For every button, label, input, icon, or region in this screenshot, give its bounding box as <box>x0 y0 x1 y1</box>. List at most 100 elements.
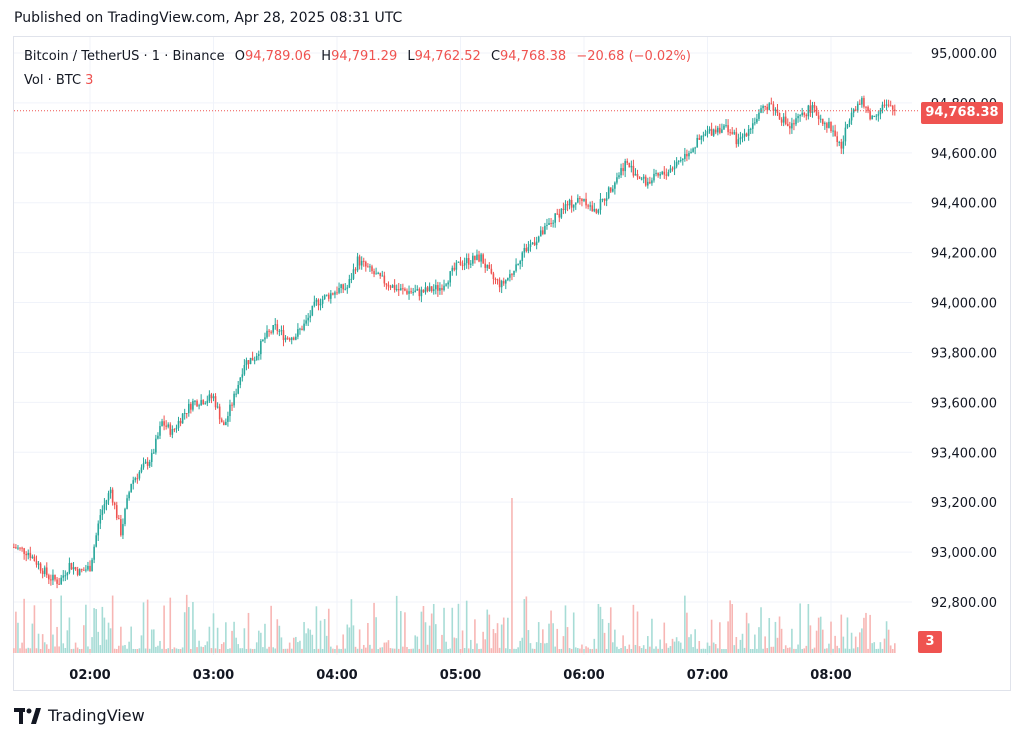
candle-body <box>239 377 242 385</box>
candle-body <box>869 111 871 120</box>
volume-bar <box>690 634 692 653</box>
volume-bar <box>99 645 102 653</box>
volume-bar <box>786 647 789 653</box>
volume-bar <box>581 644 583 653</box>
candle-body <box>299 328 301 330</box>
candle-body <box>745 133 748 136</box>
volume-bar <box>731 604 733 653</box>
volume-bar <box>375 617 377 653</box>
volume-bar <box>124 645 126 653</box>
volume-bar <box>574 647 577 653</box>
volume-bar <box>504 648 507 653</box>
volume-bar <box>554 646 556 653</box>
volume-bar <box>430 613 433 653</box>
candle-body <box>780 119 783 123</box>
candle-body <box>428 286 431 291</box>
candle-body <box>37 563 40 565</box>
volume-bar <box>290 648 293 653</box>
volume-bar <box>741 633 744 653</box>
candle-body <box>679 160 682 162</box>
volume-bar <box>317 648 320 653</box>
candle-body <box>492 273 495 279</box>
volume-bar <box>87 646 89 653</box>
volume-bar <box>282 648 285 653</box>
candle-body <box>583 198 585 201</box>
candle-body <box>612 188 614 192</box>
candle-body <box>358 256 361 266</box>
volume-bar <box>305 633 307 653</box>
candle-body <box>671 168 674 170</box>
volume-bar <box>667 647 670 653</box>
candle-body <box>91 559 93 572</box>
volume-bar <box>255 642 258 653</box>
volume-bar <box>659 639 661 653</box>
volume-bar <box>583 648 585 653</box>
candle-body <box>562 208 565 211</box>
candle-body <box>749 128 752 130</box>
tradingview-brand[interactable]: TradingView <box>14 706 145 725</box>
candle-body <box>214 396 217 408</box>
candle-body <box>848 120 851 125</box>
volume-bar <box>412 648 414 653</box>
volume-bar <box>879 642 882 653</box>
candle-body <box>554 213 556 223</box>
volume-bar <box>852 648 855 653</box>
candle-body <box>344 288 347 290</box>
volume-label[interactable]: Vol · BTC <box>24 73 82 88</box>
candle-body <box>690 151 692 154</box>
candle-body <box>642 176 645 179</box>
volume-bar <box>150 629 153 653</box>
volume-bar <box>220 643 223 653</box>
volume-bar <box>529 643 532 653</box>
candle-body <box>507 277 509 281</box>
candle-body <box>105 500 108 505</box>
candle-body <box>80 569 83 571</box>
candle-body <box>739 137 742 140</box>
volume-bar <box>883 638 886 653</box>
volume-bar <box>338 648 340 653</box>
volume-bar <box>739 639 742 653</box>
volume-bar <box>163 605 165 653</box>
volume-bar <box>776 637 779 653</box>
candle-body <box>404 288 406 291</box>
candle-body <box>175 427 178 430</box>
candle-body <box>183 413 186 415</box>
last-price-tag: 94,768.38 <box>921 102 1003 124</box>
volume-bar <box>725 648 727 653</box>
candle-body <box>803 112 806 115</box>
tradingview-logo-icon <box>14 707 41 724</box>
candle-body <box>854 109 857 111</box>
volume-bar <box>558 648 561 653</box>
candle-body <box>686 153 688 157</box>
candle-body <box>607 187 610 199</box>
candle-body <box>881 104 884 110</box>
candle-body <box>130 483 132 493</box>
candle-body <box>552 222 554 224</box>
volume-bar <box>161 648 163 653</box>
candle-body <box>793 123 795 125</box>
candle-body <box>655 172 657 174</box>
candle-body <box>192 401 194 410</box>
volume-bar <box>535 642 538 653</box>
candle-body <box>113 502 116 506</box>
candle-body <box>52 574 54 581</box>
candle-body <box>599 199 602 210</box>
volume-bar <box>25 648 27 653</box>
volume-bar <box>111 595 114 653</box>
candle-body <box>875 115 878 117</box>
candle-body <box>805 114 808 117</box>
volume-bar <box>714 644 717 653</box>
x-tick-label: 03:00 <box>193 668 234 683</box>
symbol-label[interactable]: Bitcoin / TetherUS · 1 · Binance <box>24 49 225 64</box>
x-tick-label: 08:00 <box>810 668 851 683</box>
volume-bar <box>716 648 719 653</box>
candle-body <box>525 247 528 252</box>
candle-body <box>451 267 454 272</box>
candle-body <box>484 263 486 268</box>
candle-body <box>424 287 427 293</box>
candle-body <box>115 505 118 519</box>
y-tick-label: 93,400.00 <box>931 446 997 461</box>
candle-body <box>340 284 342 288</box>
candle-body <box>136 478 139 480</box>
